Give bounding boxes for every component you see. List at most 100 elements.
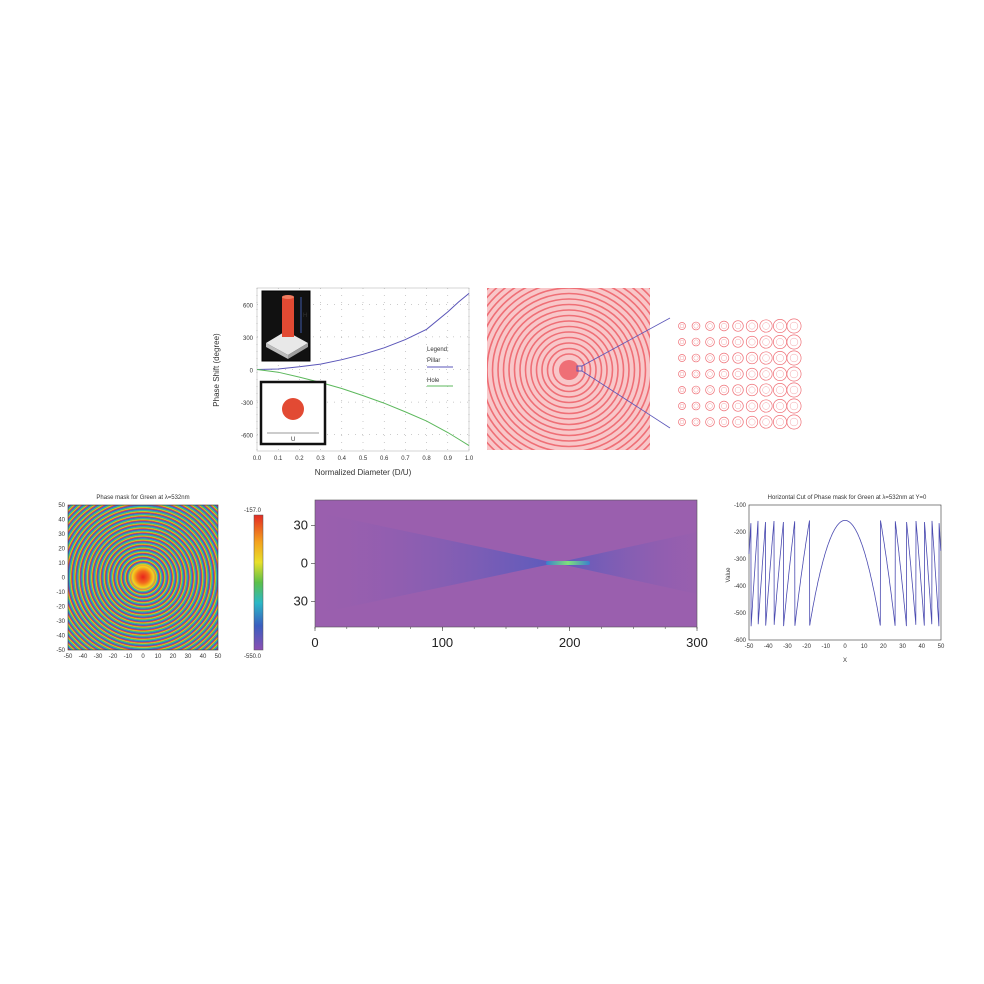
- zoom-pillar: [786, 334, 802, 350]
- pm-x-tick: -10: [124, 654, 133, 660]
- x-tick-label: 0.2: [295, 456, 304, 462]
- zoom-pillar: [678, 322, 686, 330]
- hc-y-tick: -400: [734, 584, 747, 590]
- zoom-pillar: [691, 353, 701, 363]
- zoom-pillar-inner: [776, 402, 784, 410]
- zoom-pillar-inner: [693, 355, 699, 361]
- pm-x-tick: 50: [215, 654, 222, 660]
- zoom-pillar-inner: [734, 402, 742, 410]
- zoom-pillar-inner: [748, 322, 756, 330]
- zoom-pillar: [773, 382, 788, 397]
- y-tick-label: 300: [243, 336, 254, 342]
- zoom-pillar-inner: [707, 339, 713, 345]
- x-tick-label: 0.1: [274, 456, 283, 462]
- zoom-pillar: [691, 401, 701, 411]
- zoom-pillar-inner: [762, 338, 770, 346]
- lens-ring: [519, 320, 619, 420]
- zoom-pillar-inner: [762, 354, 770, 362]
- zoom-pillar: [759, 335, 773, 349]
- x-tick-label: 0.9: [444, 456, 453, 462]
- intensity-cone-left: [315, 512, 556, 614]
- zoom-pillar-inner: [748, 338, 756, 346]
- zoom-pillar-inner: [789, 417, 799, 427]
- zoom-pillar: [691, 337, 701, 347]
- zoom-pillar: [786, 366, 802, 382]
- pm-y-tick: 30: [58, 532, 65, 538]
- zoom-pillar-inner: [748, 386, 756, 394]
- zoom-pillar-inner: [734, 386, 742, 394]
- zoom-pillar: [718, 368, 730, 380]
- zoom-pillar: [705, 353, 715, 363]
- zoom-pillar: [786, 318, 802, 334]
- zoom-pillar: [786, 414, 802, 430]
- horizontal-cut-chart: Horizontal Cut of Phase mask for Green a…: [722, 490, 954, 670]
- zoom-pillar: [745, 335, 759, 349]
- zoom-pillar: [678, 370, 686, 378]
- lens-center: [559, 360, 579, 380]
- zoom-pillar: [759, 351, 773, 365]
- zoom-pillar-inner: [762, 402, 770, 410]
- series-line-hole: [256, 369, 470, 447]
- zoom-pillar: [678, 386, 686, 394]
- hc-y-tick: -200: [734, 530, 747, 536]
- intensity-xz-chart: 0 100 200 300 30 0 30: [278, 492, 718, 662]
- hc-x-tick: 30: [899, 644, 906, 650]
- zoom-pillar: [691, 385, 701, 395]
- metalens-svg: [487, 288, 802, 450]
- zoom-pillar: [773, 350, 788, 365]
- phase-mask-svg: Phase mask for Green at λ=532nm -50 -40 -3…: [56, 495, 222, 660]
- zoom-pillar-inner: [679, 387, 685, 393]
- cut-series-line: [748, 520, 942, 627]
- phase-mask-chart: Phase mask for Green at λ=532nm -50 -40 -3…: [30, 490, 230, 670]
- hc-y-tick: -300: [734, 557, 747, 563]
- zoom-pillar-inner: [707, 323, 713, 329]
- pm-x-tick: -30: [94, 654, 103, 660]
- zoom-pillar: [786, 350, 802, 366]
- xz-x-tick: 0: [311, 635, 318, 650]
- zoom-pillar: [718, 416, 730, 428]
- hc-x-tick: 20: [880, 644, 887, 650]
- zoom-pillar-inner: [762, 418, 770, 426]
- lens-ring: [530, 331, 608, 409]
- zoom-pillar: [759, 319, 773, 333]
- legend-title: Legend:: [427, 347, 449, 353]
- zoom-pillar-inner: [707, 419, 713, 425]
- zoom-pillar-inner: [679, 419, 685, 425]
- zoom-pillar-inner: [721, 355, 727, 361]
- pm-y-tick: -10: [56, 590, 65, 596]
- focal-spot: [546, 561, 590, 565]
- zoom-pillar: [745, 367, 759, 381]
- lens-ring: [497, 298, 641, 442]
- metalens-layout: [487, 288, 807, 450]
- zoom-pillar: [732, 416, 744, 428]
- zoom-pillar-inner: [679, 371, 685, 377]
- lens-ring: [524, 325, 614, 415]
- zoom-pillar: [732, 400, 744, 412]
- zoom-pillar-inner: [776, 418, 784, 426]
- zoom-pillar-inner: [789, 401, 799, 411]
- zoom-pillar: [745, 351, 759, 365]
- phase-mask-center: [128, 562, 158, 592]
- pm-y-tick: 20: [58, 547, 65, 553]
- zoom-pillar-inner: [748, 354, 756, 362]
- zoom-pillar: [759, 415, 773, 429]
- lens-ring: [508, 309, 630, 431]
- pm-x-tick: 20: [170, 654, 177, 660]
- lens-ring: [546, 347, 592, 393]
- zoom-pillar: [759, 367, 773, 381]
- colorbar: -157.0 -550.0: [240, 505, 280, 660]
- y-tick-label: 0: [250, 369, 254, 375]
- intensity-cone-right: [556, 532, 697, 594]
- lens-ring: [491, 292, 647, 448]
- lens-ring: [513, 314, 625, 426]
- zoom-pillar-inner: [721, 387, 727, 393]
- series-line-pillar: [256, 293, 470, 370]
- zoom-pillar: [773, 334, 788, 349]
- zoom-pillar: [773, 319, 788, 334]
- zoom-pillar: [718, 320, 730, 332]
- zoom-pillar-inner: [693, 419, 699, 425]
- cut-plot-area: [748, 504, 942, 641]
- zoom-pillar-inner: [693, 339, 699, 345]
- xz-y-tick: 0: [301, 556, 308, 571]
